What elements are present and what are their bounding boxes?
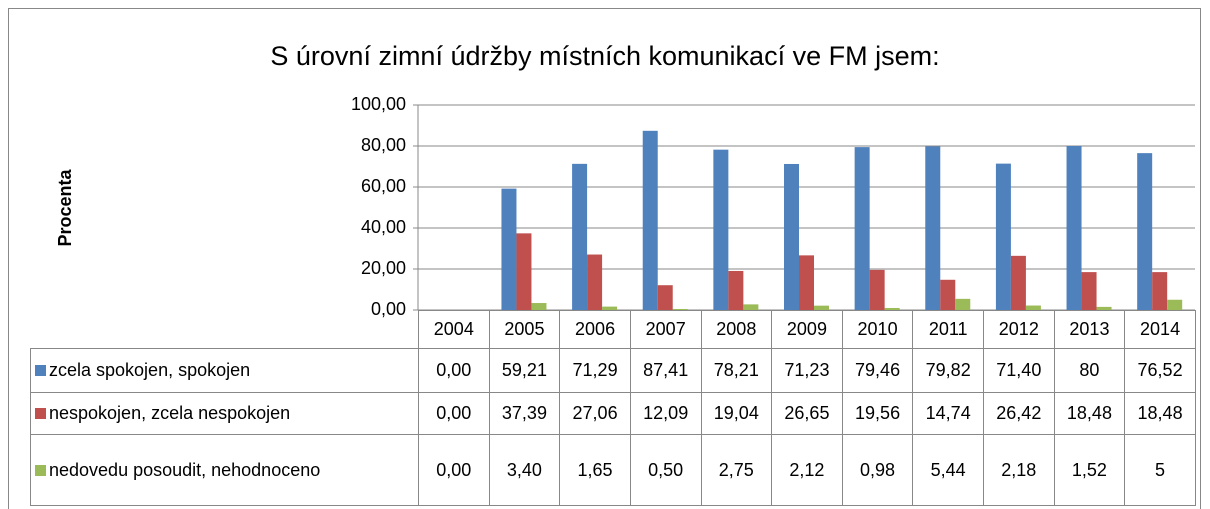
value-label: 59,21 [488,348,561,393]
value-label: 26,65 [771,392,843,435]
legend-cell: nespokojen, zcela nespokojen [30,392,419,435]
bar [1137,153,1153,310]
x-tick-label: 2010 [841,310,914,349]
bar [642,130,658,310]
bar [1066,146,1082,310]
value-label: 71,29 [559,348,631,393]
y-tick-label: 40,00 [361,217,406,237]
value-label: 14,74 [912,392,984,435]
bar [1152,272,1168,310]
value-label: 26,42 [983,392,1055,435]
legend-swatch [35,464,46,476]
value-label: 80 [1053,348,1126,393]
bar [869,269,885,310]
x-tick-label: 2004 [418,310,490,349]
bar [1081,272,1097,310]
bar [728,270,744,310]
legend-cell: zcela spokojen, spokojen [30,348,419,393]
x-tick-label: 2011 [912,310,984,349]
bar [940,279,956,310]
bar [814,305,829,310]
x-tick-label: 2013 [1053,310,1126,349]
x-tick-label: 2007 [629,310,702,349]
bar [854,147,870,310]
bar [602,306,618,310]
value-label: 0,98 [841,434,914,506]
bar [1167,299,1183,310]
value-label: 71,40 [983,348,1055,393]
bar [995,163,1011,310]
bar [884,307,900,310]
value-label: 27,06 [559,392,631,435]
chart-title: S úrovní zimní údržby místních komunikac… [270,41,939,71]
data-row: nespokojen, zcela nespokojen 0,00 37,39 27,… [30,392,1196,435]
value-label: 5 [1124,434,1196,506]
value-label: 19,04 [700,392,773,435]
value-label: 0,00 [418,348,490,393]
value-label: 3,40 [488,434,561,506]
value-label: 2,18 [983,434,1055,506]
bar [1010,255,1026,310]
value-label: 79,82 [912,348,984,393]
value-label: 0,00 [418,392,490,435]
value-label: 0,00 [418,434,490,506]
header-row: 2004 2005 2006 2007 2008 2009 2010 2011 2012 2013… [30,310,1196,349]
legend-label: zcela spokojen, spokojen [49,360,251,380]
y-tick-label: 100,00 [351,94,406,114]
x-tick-label: 2012 [983,310,1055,349]
value-label: 87,41 [629,348,702,393]
value-label: 2,12 [771,434,843,506]
value-label: 79,46 [841,348,914,393]
bar [657,285,673,310]
bar [955,298,971,310]
x-tick-label: 2009 [771,310,843,349]
value-label: 18,48 [1053,392,1126,435]
x-tick-label: 2014 [1124,310,1196,349]
bar [1025,305,1041,310]
legend-label: nedovedu posoudit, nehodnoceno [49,459,321,480]
bar [784,163,799,310]
legend-label: nespokojen, zcela nespokojen [49,403,291,423]
value-label: 2,75 [700,434,773,506]
x-tick-label: 2008 [700,310,773,349]
bar [925,146,941,310]
value-label: 71,23 [771,348,843,393]
frame [8,8,1201,509]
value-label: 1,65 [559,434,631,506]
bar [516,233,532,310]
value-label: 78,21 [700,348,773,393]
data-row: zcela spokojen, spokojen 0,00 59,21 71,29 87… [30,348,1196,393]
value-label: 5,44 [912,434,984,506]
legend-swatch [35,408,46,419]
bar [713,149,729,310]
y-tick-label: 20,00 [361,258,406,278]
value-label: 18,48 [1124,392,1196,435]
bar [799,255,814,310]
value-label: 1,52 [1053,434,1126,506]
data-table: 2004 2005 2006 2007 2008 2009 2010 2011 2012 2013… [30,310,1196,506]
value-label: 12,09 [629,392,702,435]
bar [572,163,588,310]
data-row: nedovedu posoudit, nehodnoceno 0,00 3,40 1,… [30,434,1196,506]
value-label: 37,39 [488,392,561,435]
bar [743,304,759,310]
bar [672,308,688,310]
y-tick-label: 80,00 [361,135,406,155]
legend-cell: nedovedu posoudit, nehodnoceno [30,434,419,506]
bar [587,254,603,310]
x-tick-label: 2006 [559,310,631,349]
corner [30,310,419,349]
value-label: 0,50 [629,434,702,506]
value-label: 19,56 [841,392,914,435]
y-tick-label: 60,00 [361,176,406,196]
x-tick-label: 2005 [488,310,561,349]
bar [1096,306,1112,310]
value-label: 76,52 [1124,348,1196,393]
y-axis-label: Procenta [55,168,75,246]
bar [531,303,547,310]
legend-swatch [35,365,46,376]
bar [501,188,517,310]
